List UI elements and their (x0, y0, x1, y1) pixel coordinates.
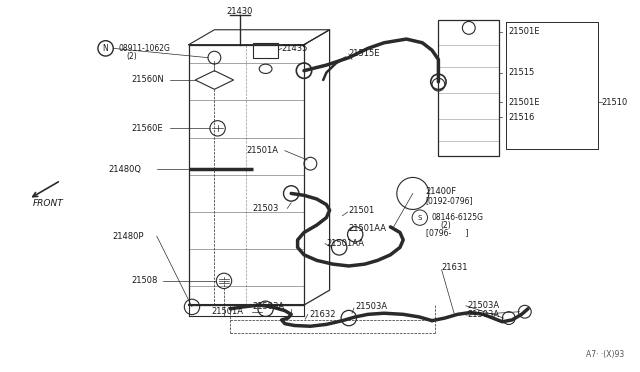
Text: A7· ·(X)93: A7· ·(X)93 (586, 350, 624, 359)
Text: 21510: 21510 (602, 98, 628, 107)
Text: (2): (2) (440, 221, 451, 230)
Text: [0796-      ]: [0796- ] (426, 228, 468, 237)
Text: 21480P: 21480P (112, 232, 143, 241)
Text: 21501E: 21501E (509, 27, 540, 36)
Text: 21501E: 21501E (509, 98, 540, 107)
Text: N: N (103, 44, 108, 53)
Text: 21480Q: 21480Q (109, 165, 142, 174)
Text: 08911-1062G: 08911-1062G (118, 44, 170, 53)
Text: 21435: 21435 (282, 44, 308, 53)
Text: 21501: 21501 (349, 206, 375, 215)
Text: 21501A: 21501A (211, 307, 243, 316)
Polygon shape (195, 71, 234, 89)
Text: 21400F: 21400F (426, 187, 457, 196)
Text: 21515E: 21515E (349, 49, 380, 58)
Text: 21631: 21631 (442, 263, 468, 272)
Text: 21503A: 21503A (467, 310, 499, 319)
Text: 21508: 21508 (131, 276, 157, 285)
Text: 21503A: 21503A (355, 302, 387, 311)
Text: 21501A: 21501A (246, 146, 278, 155)
Text: 21501AA: 21501AA (349, 224, 387, 233)
Text: 21560E: 21560E (131, 124, 163, 133)
Text: (2): (2) (127, 52, 138, 61)
Text: [0192-0796]: [0192-0796] (426, 196, 473, 205)
Text: 21516: 21516 (509, 113, 535, 122)
Text: 21503A: 21503A (253, 302, 285, 311)
Text: 21515: 21515 (509, 68, 535, 77)
Text: 21430: 21430 (227, 7, 253, 16)
Text: S: S (418, 215, 422, 221)
Text: 21560N: 21560N (131, 76, 164, 84)
Text: 08146-6125G: 08146-6125G (432, 213, 484, 222)
Text: 21501AA: 21501AA (326, 239, 364, 248)
Text: 21503A: 21503A (467, 301, 499, 310)
Text: 21503: 21503 (253, 204, 279, 213)
Text: FRONT: FRONT (33, 199, 63, 208)
Text: 21632: 21632 (309, 310, 335, 319)
